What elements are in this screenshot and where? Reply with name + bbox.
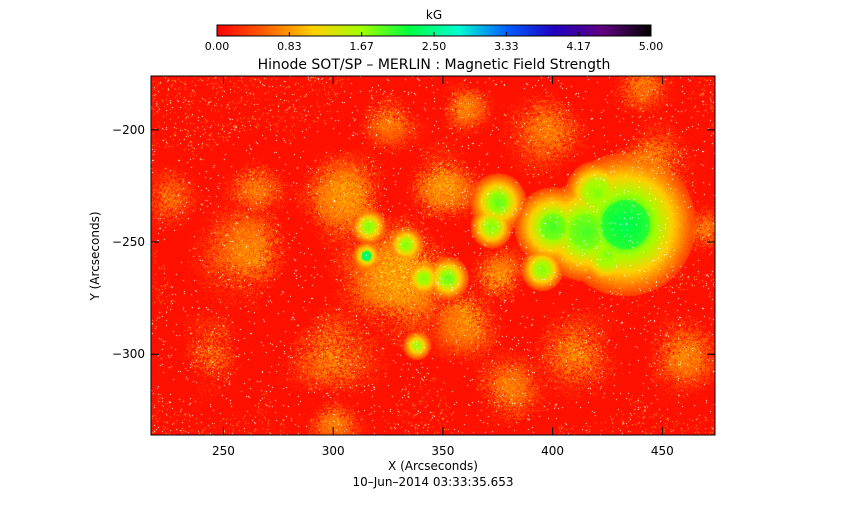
colorbar-tick-label: 5.00: [639, 40, 664, 53]
y-tick-label: −200: [112, 123, 145, 137]
x-tick-label: 250: [212, 444, 235, 458]
colorbar-tick-label: 0.83: [277, 40, 302, 53]
colorbar-tick-label: 0.00: [205, 40, 230, 53]
x-tick-label: 350: [431, 444, 454, 458]
colorbar-label: kG: [426, 8, 442, 22]
x-tick-label: 400: [541, 444, 564, 458]
x-axis: 250 300 350 400 450: [212, 76, 674, 458]
y-axis-label: Y (Arcseconds): [88, 211, 102, 301]
plot-frame: [150, 75, 716, 436]
y-tick-label: −300: [112, 347, 145, 361]
colorbar-tick-label: 4.17: [566, 40, 591, 53]
x-tick-label: 450: [651, 444, 674, 458]
colorbar-tick-label: 2.50: [422, 40, 447, 53]
colorbar-ticks: 0.00 0.83 1.67 2.50 3.33 4.17 5.00: [205, 32, 664, 53]
y-tick-label: −250: [112, 235, 145, 249]
colorbar: kG 0.00 0.83 1.67 2.50 3.33 4.17 5.00: [205, 8, 664, 53]
colorbar-tick-label: 3.33: [494, 40, 519, 53]
x-axis-label: X (Arcseconds): [388, 459, 478, 473]
x-tick-label: 300: [322, 444, 345, 458]
y-axis: −200 −250 −300: [112, 123, 715, 361]
chart-title: Hinode SOT/SP – MERLIN : Magnetic Field …: [258, 57, 611, 73]
timestamp: 10–Jun–2014 03:33:35.653: [353, 475, 514, 489]
magnetic-field-heatmap: [151, 76, 715, 435]
colorbar-tick-label: 1.67: [349, 40, 374, 53]
